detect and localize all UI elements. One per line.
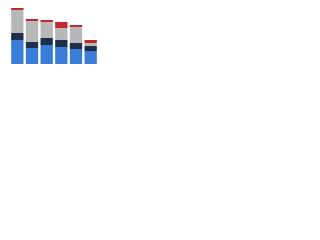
bar-segment	[11, 33, 24, 40]
bar-segment	[11, 40, 24, 64]
bar-segment	[69, 49, 83, 64]
bar-segment	[55, 22, 68, 28]
bar-segment	[55, 28, 68, 40]
bar-segment	[25, 48, 39, 64]
bar-segment	[55, 40, 68, 47]
chart	[11, 8, 97, 64]
bar-segment	[40, 22, 53, 38]
bar-segment	[55, 47, 68, 64]
bar-segment	[69, 43, 83, 49]
page: {"chart_data": {"type": "bar", "stacked"…	[0, 0, 320, 71]
bar-segment	[40, 20, 53, 22]
bar-segment	[25, 21, 39, 42]
bar-segment	[84, 43, 97, 46]
bar-segment	[69, 27, 83, 43]
bar-segment	[84, 46, 97, 51]
bar-segment	[84, 40, 97, 43]
bar-segment	[84, 51, 97, 64]
bar-segment	[25, 42, 39, 48]
bar-segment	[40, 38, 53, 45]
bar-segment	[69, 25, 83, 27]
bar-segment	[11, 8, 24, 10]
bar-segment	[25, 19, 39, 21]
bar-segment	[11, 10, 24, 33]
bar-segment	[40, 45, 53, 64]
